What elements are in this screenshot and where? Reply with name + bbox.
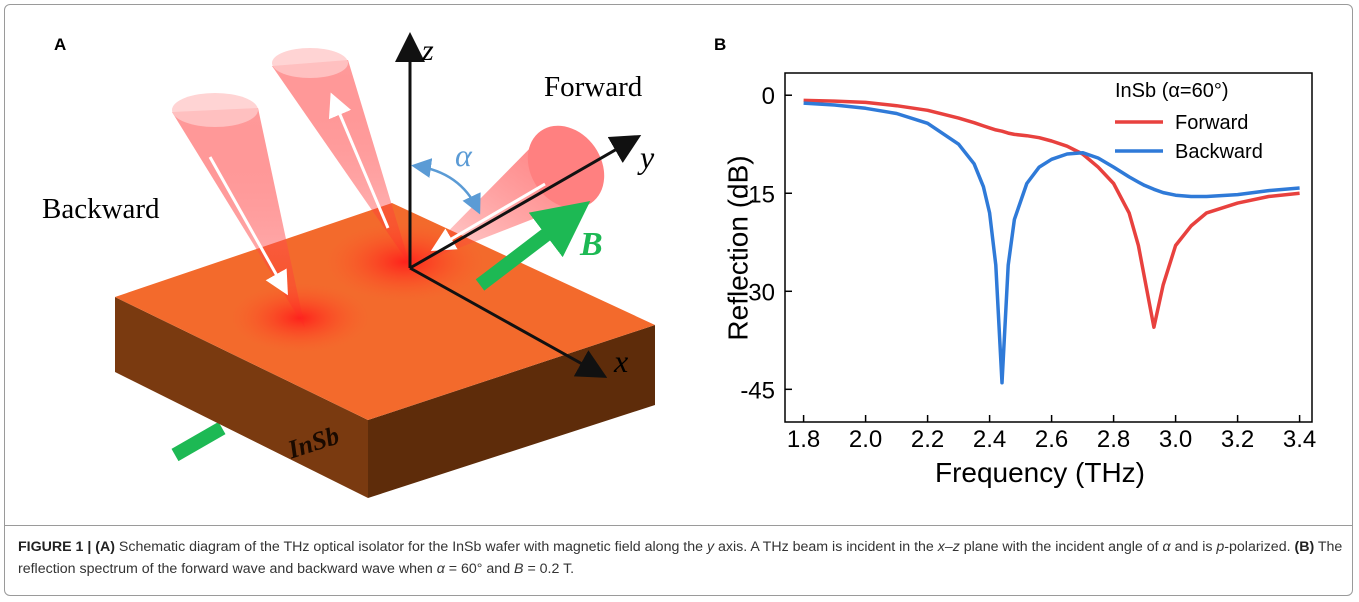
x-tick-label: 2.4 bbox=[973, 426, 1006, 453]
caption-run: axis. A THz beam is incident in the bbox=[714, 539, 938, 555]
beam-label: Backward bbox=[42, 193, 160, 225]
caption: FIGURE 1 | (A) Schematic diagram of the … bbox=[18, 536, 1343, 580]
panel-label: A bbox=[54, 35, 66, 54]
y-tick-label: -30 bbox=[740, 279, 775, 306]
caption-run: = 0.2 T. bbox=[523, 561, 575, 577]
slab-top-face bbox=[115, 203, 655, 420]
caption-run: FIGURE 1 | (A) bbox=[18, 539, 115, 555]
figure-frame bbox=[4, 4, 1353, 596]
axis-label: z bbox=[421, 34, 434, 67]
separator bbox=[5, 525, 1353, 526]
beam-label: Forward bbox=[544, 71, 643, 103]
caption-run: Schematic diagram of the THz optical iso… bbox=[114, 539, 707, 555]
axis-label: y bbox=[637, 139, 655, 175]
caption-run: α bbox=[1162, 539, 1171, 555]
caption-run: y bbox=[706, 539, 715, 555]
axis-label: x bbox=[613, 343, 628, 379]
caption-run: = 60° and bbox=[444, 561, 515, 577]
x-tick-label: 2.6 bbox=[1035, 426, 1068, 453]
y-tick-label: 0 bbox=[762, 83, 775, 110]
x-tick-label: 1.8 bbox=[787, 426, 820, 453]
x-tick-label: 3.0 bbox=[1159, 426, 1192, 453]
angle-label: α bbox=[455, 137, 473, 173]
legend-label: Forward bbox=[1175, 112, 1248, 134]
x-axis bbox=[409, 266, 608, 378]
y-axis bbox=[409, 135, 642, 270]
beam-arrow bbox=[328, 92, 390, 229]
caption-run: α bbox=[436, 561, 445, 577]
series-line bbox=[803, 98, 1300, 329]
y-tick-label: -15 bbox=[740, 181, 775, 208]
x-tick-label: 2.0 bbox=[849, 426, 882, 453]
caption-run: The reflection spectrum of the forward w… bbox=[18, 539, 1343, 577]
angle-arc bbox=[411, 158, 481, 215]
caption-run: x–z bbox=[937, 539, 960, 555]
plot-frame bbox=[784, 72, 1313, 423]
beam-cone bbox=[172, 93, 258, 127]
panel-a: A z y x α Forward Backward B InSb bbox=[42, 32, 655, 498]
x-tick-label: 3.4 bbox=[1283, 426, 1316, 453]
legend-title: InSb (α=60°) bbox=[1115, 80, 1229, 102]
x-tick-label: 2.2 bbox=[911, 426, 944, 453]
series-line bbox=[803, 101, 1300, 385]
slab-left-face bbox=[115, 297, 368, 498]
x-axis-title: Frequency (THz) bbox=[935, 457, 1145, 488]
field-arrow-tail bbox=[171, 421, 226, 462]
beam-cone bbox=[272, 48, 348, 78]
caption-run: -polarized. bbox=[1224, 539, 1295, 555]
beam-arrow bbox=[208, 156, 288, 296]
panel-b: B Frequency (THz) Reflection (dB) InSb (… bbox=[714, 35, 1316, 488]
x-tick-label: 2.8 bbox=[1097, 426, 1130, 453]
beam-cone bbox=[272, 60, 410, 265]
y-tick-label: -45 bbox=[740, 377, 775, 404]
caption-run: and is bbox=[1170, 539, 1217, 555]
figure: A z y x α Forward Backward B InSb B Freq… bbox=[42, 32, 1316, 498]
caption-run: p bbox=[1216, 539, 1225, 555]
field-label: B bbox=[579, 226, 603, 263]
caption-run: plane with the incident angle of bbox=[959, 539, 1163, 555]
field-arrow bbox=[475, 201, 591, 291]
x-tick-label: 3.2 bbox=[1221, 426, 1254, 453]
y-axis-title: Reflection (dB) bbox=[722, 155, 753, 340]
caption-run: (B) bbox=[1294, 539, 1315, 555]
beam-arrow bbox=[430, 182, 546, 252]
legend-label: Backward bbox=[1175, 141, 1263, 163]
caption-run: B bbox=[514, 561, 524, 577]
panel-label: B bbox=[714, 35, 726, 54]
